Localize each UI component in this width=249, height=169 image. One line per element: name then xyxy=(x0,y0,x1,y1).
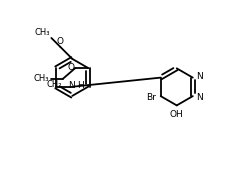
Text: Br: Br xyxy=(147,93,156,102)
Text: O: O xyxy=(67,63,74,72)
Text: CH₃: CH₃ xyxy=(35,28,50,37)
Text: H: H xyxy=(78,81,84,90)
Text: CH₃: CH₃ xyxy=(34,74,49,83)
Text: CH₂: CH₂ xyxy=(46,80,62,89)
Text: OH: OH xyxy=(170,110,184,119)
Text: N: N xyxy=(196,93,203,102)
Text: O: O xyxy=(57,37,64,46)
Text: N: N xyxy=(68,81,75,90)
Text: N: N xyxy=(196,72,203,81)
